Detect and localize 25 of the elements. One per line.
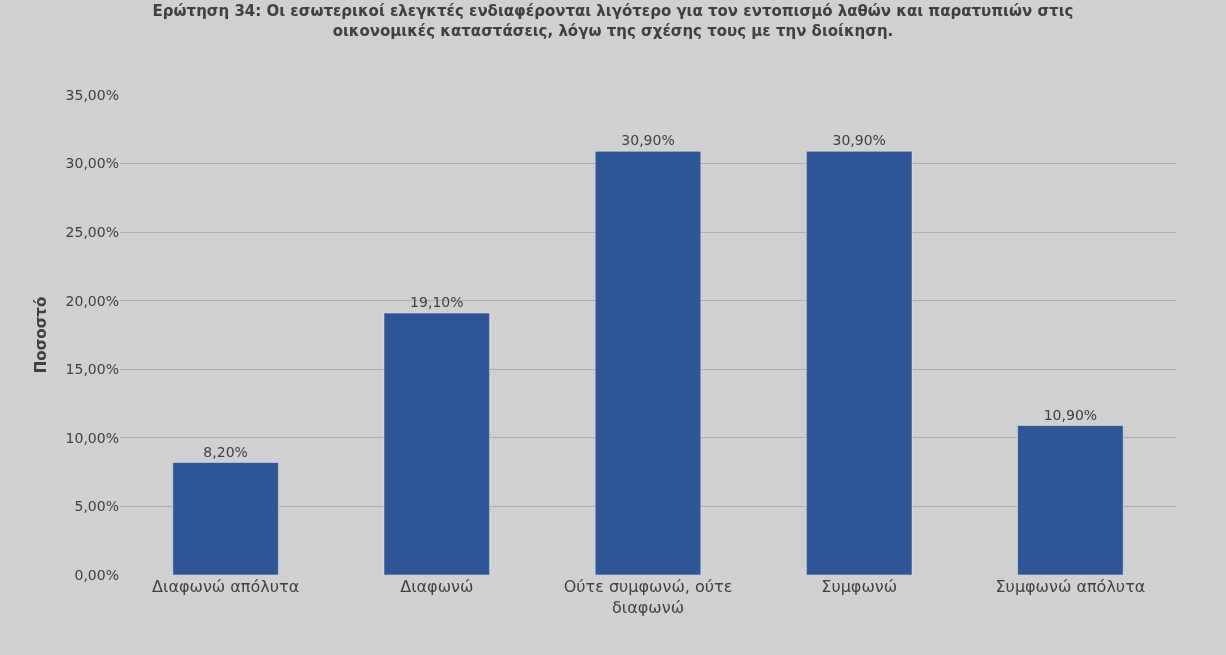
y-tick-label: 25,00% (65, 224, 119, 241)
data-label: 8,20% (203, 443, 248, 460)
y-tick-label: 15,00% (65, 361, 119, 378)
data-label: 30,90% (621, 132, 675, 149)
x-tick-label: Συμφωνώ (821, 577, 898, 596)
data-label: 10,90% (1043, 406, 1098, 423)
x-tick-label: Ούτε συμφωνώ, ούτε διαφωνώ (563, 577, 733, 617)
data-label: 30,90% (832, 132, 886, 149)
y-axis-title: Ποσοστό (31, 296, 50, 374)
x-tick-label: Διαφωνώ (400, 577, 474, 596)
y-tick-label: 35,00% (65, 86, 119, 103)
x-tick-label: Συμφωνώ απόλυτα (995, 577, 1146, 596)
y-tick-label: 10,00% (65, 429, 119, 446)
y-tick-label: 30,00% (65, 155, 119, 172)
y-tick-label: 20,00% (65, 292, 119, 309)
bar (172, 462, 279, 575)
bar (594, 150, 702, 575)
bar (806, 150, 913, 575)
bar (383, 312, 490, 575)
chart-title: Ερώτηση 34: Οι εσωτερικοί ελεγκτές ενδιαφέρονται λιγότερο για τον εντοπισμό λαθών και παρατυπιών στις οικονομικές καταστάσεις, λόγω της σχέσης τους με την διοίκηση. (152, 2, 1074, 40)
y-tick-label: 5,00% (74, 498, 119, 515)
bar (1017, 425, 1124, 575)
data-label: 19,10% (410, 294, 464, 311)
x-tick-label: Διαφωνώ απόλυτα (152, 577, 300, 596)
y-tick-label: 0,00% (74, 566, 119, 583)
